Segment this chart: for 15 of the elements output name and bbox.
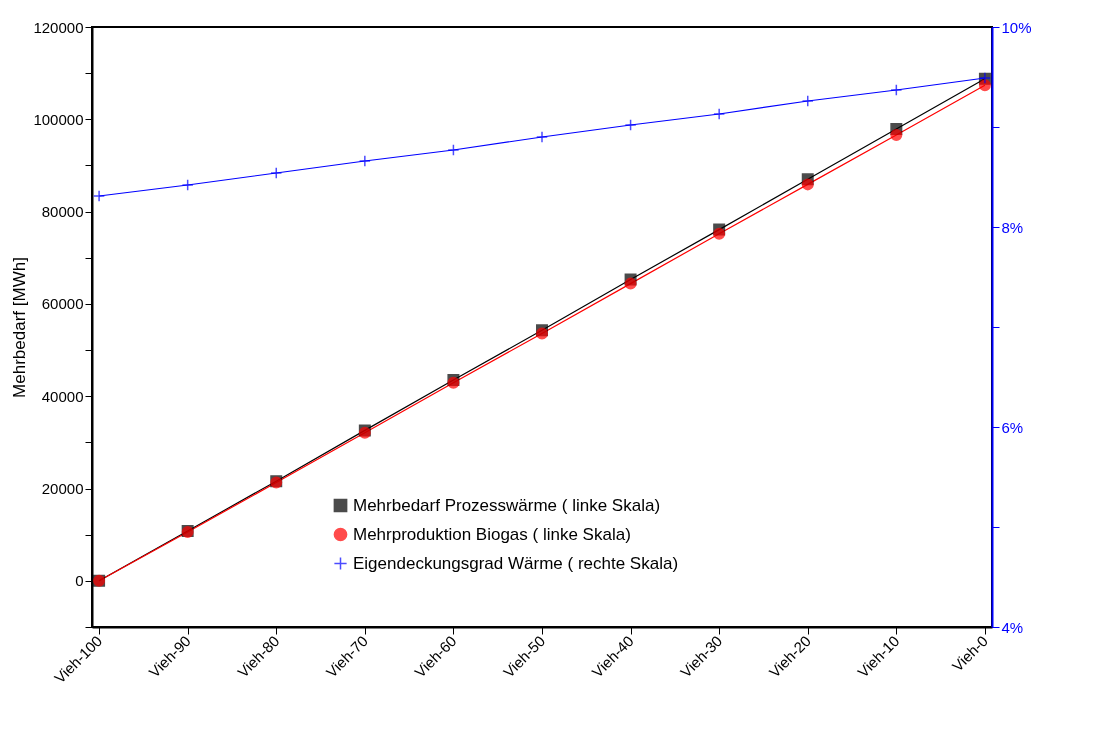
y2-tick-label: 4% (1001, 618, 1024, 636)
legend-label: Mehrbedarf Prozesswärme ( linke Skala) (353, 495, 661, 515)
legend-label: Eigendeckungsgrad Wärme ( rechte Skala) (353, 553, 679, 573)
y-tick-label: 0 (75, 572, 84, 590)
y-tick-label: 120000 (33, 18, 84, 36)
y-tick-label: 40000 (41, 387, 84, 405)
y-tick-label: 100000 (33, 110, 84, 128)
y2-tick-label: 8% (1001, 218, 1024, 236)
y-axis-title: Mehrbedarf [MWh] (10, 257, 30, 398)
y-tick-label: 20000 (41, 480, 84, 498)
y2-tick-label: 6% (1001, 418, 1024, 436)
y-tick-label: 60000 (41, 295, 84, 313)
y-tick-label: 80000 (41, 203, 84, 221)
legend-label: Mehrproduktion Biogas ( linke Skala) (353, 524, 631, 544)
y2-tick-label: 10% (1001, 18, 1032, 36)
